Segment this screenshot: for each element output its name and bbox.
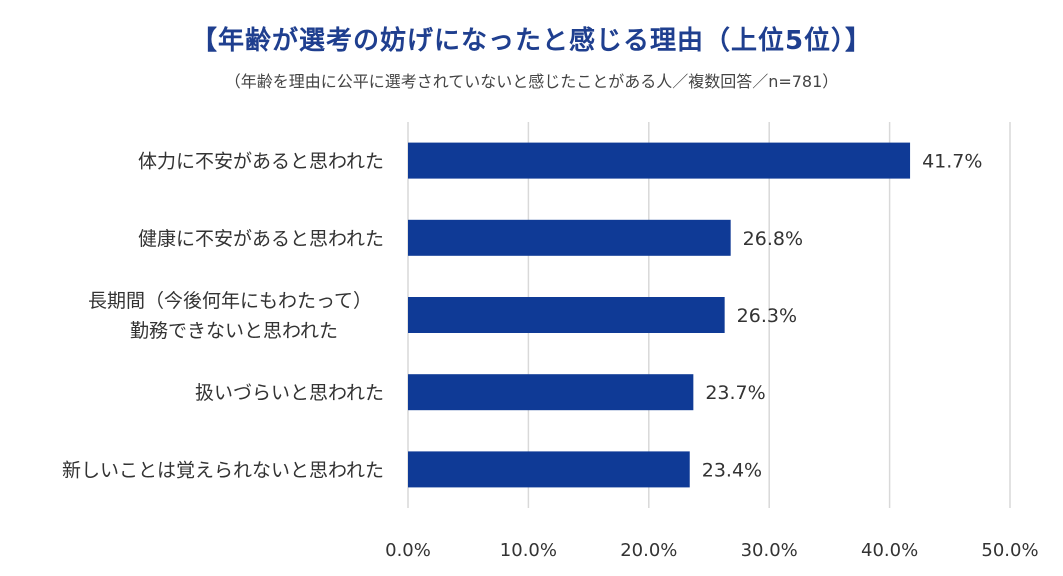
labels: 0.0% 10.0% 20.0% 30.0% 40.0% 50.0% 41.7% 体力に不安が… <box>62 151 1039 561</box>
chart-subtitle: （年齢を理由に公平に選考されていないと感じたことがある人／複数回答／n=781） <box>224 72 839 91</box>
x-tick-label: 50.0% <box>981 540 1038 561</box>
x-tick-label: 30.0% <box>741 540 798 561</box>
category-label: 長期間（今後何年にもわたって） <box>88 290 372 312</box>
x-tick-label: 20.0% <box>620 540 677 561</box>
bar <box>408 374 694 411</box>
value-label: 26.8% <box>743 228 803 250</box>
category-label: 体力に不安があると思われた <box>138 151 384 173</box>
value-label: 23.4% <box>702 459 762 481</box>
value-label: 26.3% <box>737 305 797 327</box>
x-tick-label: 40.0% <box>861 540 918 561</box>
category-label: 新しいことは覚えられないと思われた <box>62 459 384 481</box>
value-label: 41.7% <box>922 151 982 173</box>
value-label: 23.7% <box>705 382 765 404</box>
bar <box>408 451 690 488</box>
bars <box>408 142 911 488</box>
category-label: 健康に不安があると思われた <box>138 228 384 250</box>
chart-title: 【年齢が選考の妨げになったと感じる理由（上位5位）】 <box>190 26 873 56</box>
category-label: 勤務できないと思われた <box>130 320 338 342</box>
bar <box>408 142 911 179</box>
category-label: 扱いづらいと思われた <box>195 382 384 404</box>
x-tick-label: 0.0% <box>385 540 431 561</box>
x-tick-label: 10.0% <box>500 540 557 561</box>
bar <box>408 219 731 256</box>
bar <box>408 297 725 333</box>
